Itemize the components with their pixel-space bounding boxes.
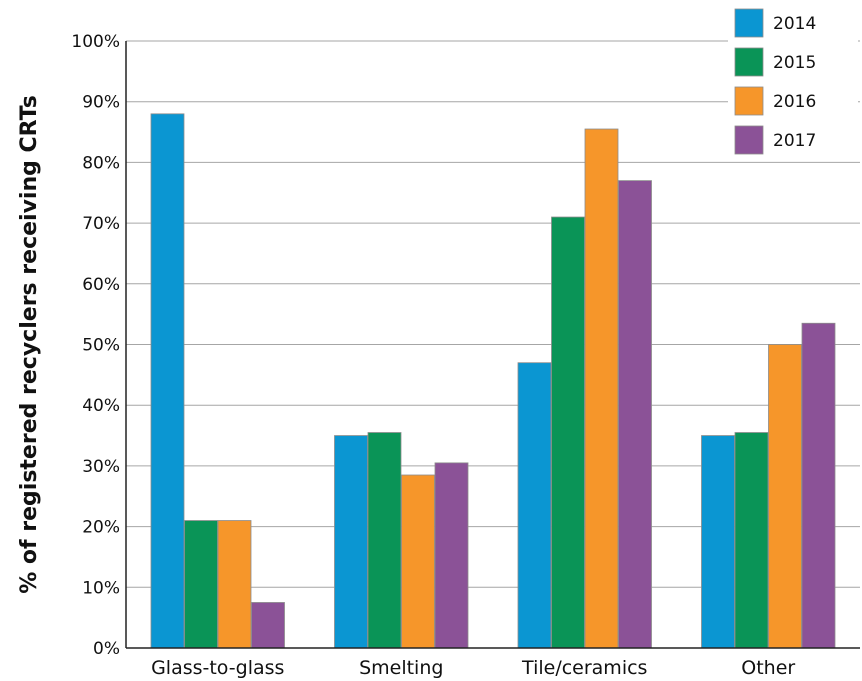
bar-2015-smelting	[367, 432, 402, 649]
bars	[150, 113, 836, 649]
y-tick-label: 30%	[82, 457, 120, 477]
bar-2016-smelting	[401, 474, 435, 649]
x-category-label: Other	[741, 657, 795, 679]
legend-swatch	[734, 125, 764, 155]
bar-2016-glass-to-glass	[217, 520, 252, 649]
bar-2017-smelting	[434, 462, 469, 649]
y-tick-label: 40%	[82, 396, 120, 416]
x-category-label: Tile/ceramics	[521, 657, 647, 679]
legend-swatch	[734, 8, 764, 38]
y-tick-label: 0%	[93, 639, 120, 659]
bar-2015-tile-ceramics	[551, 216, 585, 649]
bar-2017-other	[801, 322, 836, 649]
bar-2014-smelting	[334, 435, 368, 649]
legend-label: 2016	[773, 92, 816, 112]
legend-label: 2015	[773, 53, 816, 73]
bar-2014-other	[701, 435, 735, 649]
bar-2014-glass-to-glass	[150, 113, 185, 649]
y-tick-label: 20%	[82, 518, 120, 538]
bar-2016-tile-ceramics	[584, 128, 619, 649]
legend-swatch	[734, 86, 764, 116]
bar-2016-other	[768, 344, 802, 649]
legend: 2014 2015 2016 2017	[728, 2, 858, 155]
y-tick-label: 90%	[82, 93, 120, 113]
y-tick-label: 100%	[71, 32, 120, 52]
bar-2015-other	[734, 432, 769, 649]
y-tick-label: 70%	[82, 214, 120, 234]
legend-label: 2017	[773, 131, 816, 151]
y-tick-label: 10%	[82, 578, 120, 598]
y-tick-label: 80%	[82, 153, 120, 173]
bar-2014-tile-ceramics	[517, 362, 552, 649]
y-tick-label: 50%	[82, 336, 120, 356]
legend-swatch	[734, 47, 764, 77]
legend-label: 2014	[773, 14, 816, 34]
x-category-label: Glass-to-glass	[151, 657, 284, 679]
bar-2015-glass-to-glass	[184, 520, 218, 649]
category-labels: Glass-to-glass Smelting Tile/ceramics Other	[151, 657, 795, 679]
y-tick-label: 60%	[82, 275, 120, 295]
y-axis-title: % of registered recyclers receiving CRTs	[17, 95, 42, 594]
bar-2017-tile-ceramics	[618, 180, 652, 649]
y-axis-ticks: 0% 10% 20% 30% 40% 50% 60% 70% 80% 90% 100%	[71, 32, 120, 659]
bar-2017-glass-to-glass	[251, 602, 285, 649]
x-category-label: Smelting	[359, 657, 443, 679]
